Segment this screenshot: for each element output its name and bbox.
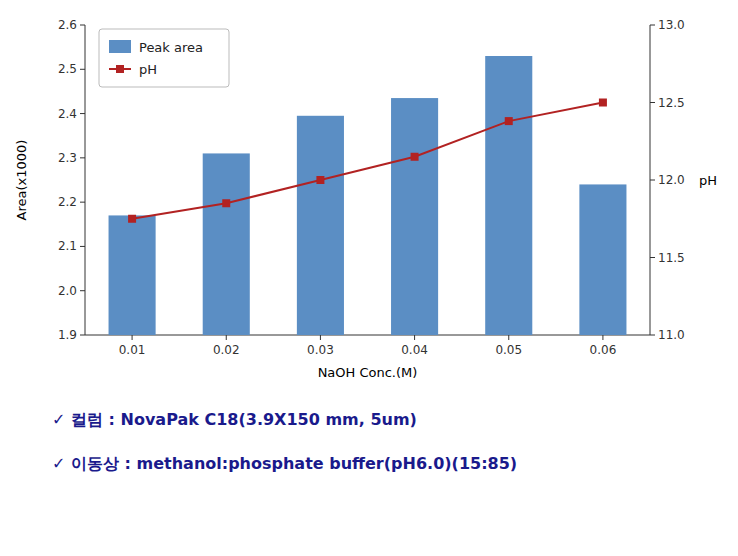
y-tick xyxy=(80,290,85,291)
x-tick-label: 0.04 xyxy=(401,343,428,357)
x-tick-label: 0.03 xyxy=(307,343,334,357)
y-tick-label: 2.5 xyxy=(58,62,77,76)
y2-tick-label: 11.0 xyxy=(658,328,685,342)
y-tick xyxy=(80,113,85,114)
y2-tick-label: 12.5 xyxy=(658,96,685,110)
x-tick xyxy=(508,335,509,340)
bar xyxy=(579,184,626,335)
y-tick-label: 2.2 xyxy=(58,195,77,209)
y2-axis-label: pH xyxy=(699,173,717,188)
y-tick-label: 2.1 xyxy=(58,239,77,253)
axes: 1.9 2.0 2.1 2.2 2.3 2.4 2.5 2.6 11.0 11.5 12.0 12.5… xyxy=(58,18,685,357)
y2-tick xyxy=(650,335,655,336)
x-tick-label: 0.05 xyxy=(495,343,522,357)
y-tick xyxy=(80,157,85,158)
y-tick xyxy=(80,202,85,203)
marker xyxy=(411,153,419,161)
y2-tick xyxy=(650,102,655,103)
y-tick xyxy=(80,335,85,336)
bar xyxy=(485,56,532,335)
marker xyxy=(599,99,607,107)
y-tick xyxy=(80,69,85,70)
y2-tick-label: 11.5 xyxy=(658,251,685,265)
y2-tick-label: 13.0 xyxy=(658,18,685,32)
plot-area xyxy=(109,56,627,335)
bar xyxy=(109,215,156,335)
y-axis-label: Area(x1000) xyxy=(14,140,29,221)
line xyxy=(132,103,603,219)
y-tick-label: 2.3 xyxy=(58,151,77,165)
x-axis-label: NaOH Conc.(M) xyxy=(318,365,418,380)
annotation: ✓ 이동상 : methanol:phosphate buffer(pH6.0)… xyxy=(52,454,517,473)
legend: Peak area pH xyxy=(99,29,229,87)
x-axis-line xyxy=(85,335,650,336)
legend-marker xyxy=(116,65,124,73)
x-tick xyxy=(226,335,227,340)
y-tick-label: 1.9 xyxy=(58,328,77,342)
legend-swatch xyxy=(109,40,131,53)
x-tick-label: 0.06 xyxy=(590,343,617,357)
y2-tick xyxy=(650,180,655,181)
y2-tick xyxy=(650,257,655,258)
y2-tick xyxy=(650,25,655,26)
legend-label: Peak area xyxy=(139,40,203,55)
y-tick-label: 2.6 xyxy=(58,18,77,32)
y2-tick-label: 12.0 xyxy=(658,173,685,187)
x-tick-label: 0.02 xyxy=(213,343,240,357)
marker xyxy=(316,176,324,184)
marker xyxy=(222,199,230,207)
y-axis-line xyxy=(85,25,86,335)
bar xyxy=(297,116,344,335)
marker xyxy=(128,215,136,223)
bar xyxy=(391,98,438,335)
x-tick xyxy=(602,335,603,340)
bar xyxy=(203,153,250,335)
marker xyxy=(505,117,513,125)
legend-box xyxy=(99,29,229,87)
x-tick xyxy=(414,335,415,340)
x-tick-label: 0.01 xyxy=(119,343,146,357)
x-tick xyxy=(320,335,321,340)
legend-label: pH xyxy=(139,62,157,77)
annotation: ✓ 컬럼 : NovaPak C18(3.9X150 mm, 5um) xyxy=(52,410,417,429)
y-tick xyxy=(80,25,85,26)
chart: 1.9 2.0 2.1 2.2 2.3 2.4 2.5 2.6 11.0 11.5 12.0 12.5… xyxy=(0,0,738,556)
y-tick-label: 2.4 xyxy=(58,107,77,121)
x-tick xyxy=(132,335,133,340)
y-tick-label: 2.0 xyxy=(58,284,77,298)
y-tick xyxy=(80,246,85,247)
